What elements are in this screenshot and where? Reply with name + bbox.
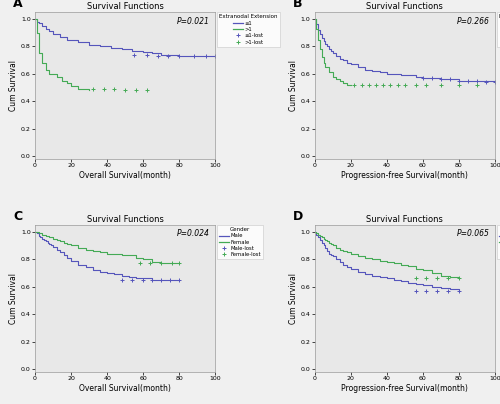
X-axis label: Overall Survival(month): Overall Survival(month) [80, 171, 171, 180]
Legend: Male, Female, Male-lost, Female-lost: Male, Female, Male-lost, Female-lost [217, 225, 263, 259]
Text: B: B [293, 0, 302, 11]
X-axis label: Progression-free Survival(month): Progression-free Survival(month) [342, 171, 468, 180]
Y-axis label: Cum Survival: Cum Survival [289, 60, 298, 111]
Text: P=0.065: P=0.065 [456, 229, 490, 238]
Legend: ≤1, >1, ≤1-lost, >1-lost: ≤1, >1, ≤1-lost, >1-lost [497, 12, 500, 46]
Text: P=0.024: P=0.024 [177, 229, 210, 238]
Title: Survival Functions: Survival Functions [366, 215, 443, 224]
Y-axis label: Cum Survival: Cum Survival [9, 60, 18, 111]
Title: Survival Functions: Survival Functions [366, 2, 443, 11]
Text: P=0.266: P=0.266 [456, 17, 490, 25]
Text: A: A [14, 0, 23, 11]
Legend: ≤1, >1, ≤1-lost, >1-lost: ≤1, >1, ≤1-lost, >1-lost [217, 12, 280, 46]
Title: Survival Functions: Survival Functions [87, 215, 164, 224]
Text: D: D [293, 210, 303, 223]
X-axis label: Progression-free Survival(month): Progression-free Survival(month) [342, 384, 468, 393]
Y-axis label: Cum Survival: Cum Survival [9, 273, 18, 324]
Title: Survival Functions: Survival Functions [87, 2, 164, 11]
Text: C: C [14, 210, 22, 223]
X-axis label: Overall Survival(month): Overall Survival(month) [80, 384, 171, 393]
Legend: Male, Female, Male-lost, Female-lost: Male, Female, Male-lost, Female-lost [497, 225, 500, 259]
Y-axis label: Cum Survival: Cum Survival [289, 273, 298, 324]
Text: P=0.021: P=0.021 [177, 17, 210, 25]
